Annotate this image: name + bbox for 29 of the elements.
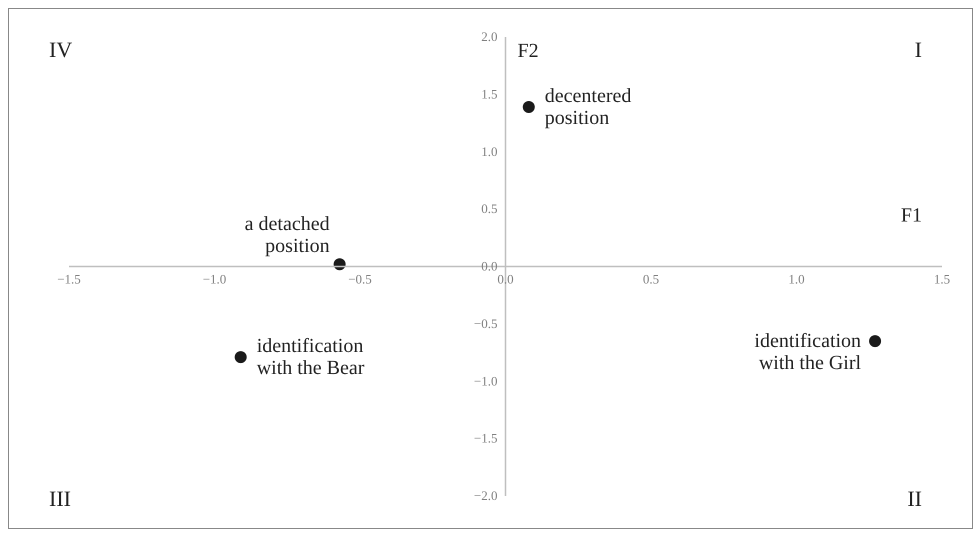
point <box>234 351 247 364</box>
point <box>869 335 882 348</box>
x-tick-label: 0.5 <box>642 272 660 286</box>
x-tick-label: −0.5 <box>348 272 372 286</box>
annotation: decentered position <box>544 84 632 129</box>
annotation: II <box>907 486 922 511</box>
x-tick-label: 1.5 <box>934 272 950 286</box>
y-axis-title: F2 <box>518 40 539 62</box>
x-tick-label: −1.0 <box>202 272 226 286</box>
y-tick-label: −2.0 <box>474 488 498 503</box>
annotation: IV <box>49 37 72 62</box>
annotation: a detached position <box>244 213 330 258</box>
annotation: I <box>914 37 922 62</box>
point <box>522 101 535 113</box>
y-tick-label: −1.5 <box>474 430 498 446</box>
y-tick-label: 1.0 <box>481 144 498 159</box>
x-tick-label: −1.5 <box>57 272 81 286</box>
y-tick-label: 0.0 <box>481 258 498 274</box>
x-tick-label: 1.0 <box>788 272 805 286</box>
y-tick-label: 1.5 <box>481 86 498 102</box>
y-tick-label: −0.5 <box>474 316 498 331</box>
y-tick-label: −1.0 <box>474 373 498 388</box>
annotation: III <box>49 486 71 511</box>
annotation: identification with the Girl <box>754 330 862 374</box>
annotation: identification with the Bear <box>256 335 365 380</box>
x-axis-title: F1 <box>900 204 922 226</box>
x-tick-label: 0.0 <box>497 272 514 286</box>
y-tick-label: 2.0 <box>481 29 498 44</box>
y-tick-label: 0.5 <box>481 201 498 216</box>
